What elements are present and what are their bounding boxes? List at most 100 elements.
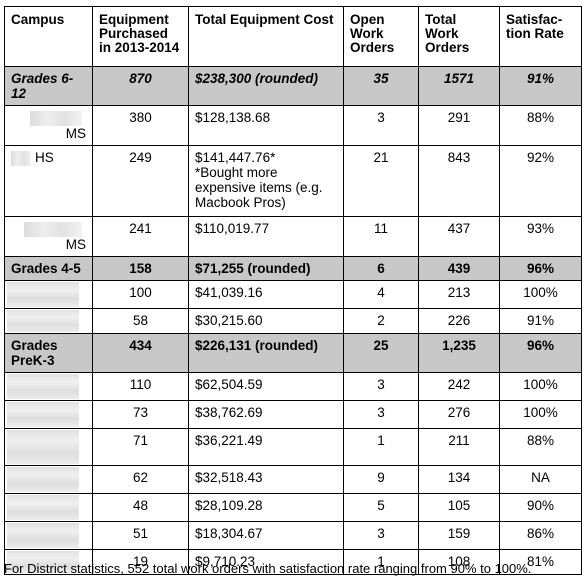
equipment-cell: 19 (92, 548, 189, 575)
group-row: Grades 4-5 158 $71,255 (rounded) 6 439 96% (4, 255, 582, 281)
cost-cell: $238,300 (rounded) (188, 66, 344, 106)
cost-cell: $41,039.16 (188, 279, 344, 309)
open-orders-cell: 35 (343, 66, 419, 106)
satisfaction-cell: 100% (499, 371, 582, 401)
table-row: 62 $32,518.43 9 134 NA (4, 464, 582, 494)
satisfaction-cell: 90% (499, 492, 582, 522)
total-orders-cell: 291 (418, 105, 500, 146)
total-orders-cell: 211 (418, 427, 500, 466)
open-orders-cell: 5 (343, 492, 419, 522)
total-orders-cell: 1,235 (418, 332, 500, 373)
satisfaction-cell: 91% (499, 66, 582, 106)
open-orders-cell: 25 (343, 332, 419, 373)
equipment-cell: 380 (92, 105, 189, 146)
campus-cell: HS (4, 144, 93, 217)
total-orders-cell: 1571 (418, 66, 500, 106)
equipment-cell: 100 (92, 279, 189, 309)
campus-cell (4, 548, 93, 575)
satisfaction-cell: NA (499, 464, 582, 494)
open-orders-cell: 11 (343, 215, 419, 257)
cost-cell: $18,304.67 (188, 520, 344, 550)
equipment-cell: 158 (92, 255, 189, 281)
campus-suffix: HS (35, 149, 54, 165)
table-row: 100 $41,039.16 4 213 100% (4, 279, 582, 309)
open-orders-cell: 3 (343, 105, 419, 146)
satisfaction-cell: 96% (499, 255, 582, 281)
cost-cell: $128,138.68 (188, 105, 344, 146)
total-orders-cell: 276 (418, 399, 500, 429)
campus-cell: Grades 4-5 (4, 255, 93, 281)
campus-suffix: MS (65, 236, 86, 252)
cost-cell: $28,109.28 (188, 492, 344, 522)
equipment-cell: 51 (92, 520, 189, 550)
table-row: 51 $18,304.67 3 159 86% (4, 520, 582, 550)
redacted-name (7, 429, 79, 464)
cost-cell: $30,215.60 (188, 307, 344, 334)
campus-cell: Grades PreK-3 (4, 332, 93, 373)
table-row: MS 241 $110,019.77 11 437 93% (4, 215, 582, 257)
satisfaction-cell: 81% (499, 548, 582, 575)
group-row: Grades PreK-3 434 $226,131 (rounded) 25 1,23… (4, 332, 582, 373)
equipment-cell: 71 (92, 427, 189, 466)
cost-cell: $36,221.49 (188, 427, 344, 466)
satisfaction-cell: 88% (499, 427, 582, 466)
cost-cell: $62,504.59 (188, 371, 344, 401)
satisfaction-cell: 100% (499, 279, 582, 309)
satisfaction-cell: 93% (499, 215, 582, 257)
open-orders-cell: 3 (343, 371, 419, 401)
total-orders-cell: 242 (418, 371, 500, 401)
open-orders-cell: 4 (343, 279, 419, 309)
cost-cell: $38,762.69 (188, 399, 344, 429)
cost-cell: $226,131 (rounded) (188, 332, 344, 373)
cost-cell: $141,447.76* *Bought more expensive item… (188, 144, 344, 217)
campus-cell (4, 492, 93, 522)
table-row: 71 $36,221.49 1 211 88% (4, 427, 582, 466)
cost-cell: $110,019.77 (188, 215, 344, 257)
redacted-name (7, 373, 79, 399)
redacted-name (7, 281, 79, 307)
table-row: 48 $28,109.28 5 105 90% (4, 492, 582, 522)
equipment-cell: 62 (92, 464, 189, 494)
total-orders-cell: 437 (418, 215, 500, 257)
total-orders-cell: 213 (418, 279, 500, 309)
col-header-total-orders: Total Work Orders (418, 6, 500, 67)
satisfaction-cell: 91% (499, 307, 582, 334)
campus-cell (4, 427, 93, 466)
table-row: HS 249 $141,447.76* *Bought more expensive… (4, 144, 582, 217)
equipment-cell: 249 (92, 144, 189, 217)
campus-cell (4, 307, 93, 334)
redacted-name (7, 522, 79, 548)
campus-cell: Grades 6-12 (4, 66, 93, 106)
total-orders-cell: 159 (418, 520, 500, 550)
total-orders-cell: 439 (418, 255, 500, 281)
redacted-name (7, 309, 79, 332)
group-row: Grades 6-12 870 $238,300 (rounded) 35 1571 91… (4, 66, 582, 106)
satisfaction-cell: 100% (499, 399, 582, 429)
redacted-name (24, 221, 82, 237)
equipment-cell: 241 (92, 215, 189, 257)
table-row: 110 $62,504.59 3 242 100% (4, 371, 582, 401)
campus-cell (4, 464, 93, 494)
redacted-name (7, 494, 79, 520)
header-row: Campus Equipment Purchased in 2013-2014 … (4, 6, 582, 67)
campus-cell: MS (4, 215, 93, 257)
redacted-name (11, 150, 31, 166)
campus-cell (4, 520, 93, 550)
open-orders-cell: 3 (343, 520, 419, 550)
col-header-campus: Campus (4, 6, 93, 67)
satisfaction-cell: 92% (499, 144, 582, 217)
total-orders-cell: 105 (418, 492, 500, 522)
campus-suffix: MS (65, 125, 86, 141)
table-row: 58 $30,215.60 2 226 91% (4, 307, 582, 334)
campus-cell (4, 399, 93, 429)
satisfaction-cell: 86% (499, 520, 582, 550)
col-header-equipment: Equipment Purchased in 2013-2014 (92, 6, 189, 67)
total-orders-cell: 134 (418, 464, 500, 494)
cost-cell: $71,255 (rounded) (188, 255, 344, 281)
open-orders-cell: 3 (343, 399, 419, 429)
table-row: 19 $9,710.23 1 108 81% (4, 548, 582, 575)
redacted-name (30, 110, 82, 126)
col-header-open-orders: Open Work Orders (343, 6, 419, 67)
equipment-cell: 110 (92, 371, 189, 401)
equipment-table: Campus Equipment Purchased in 2013-2014 … (4, 6, 582, 575)
